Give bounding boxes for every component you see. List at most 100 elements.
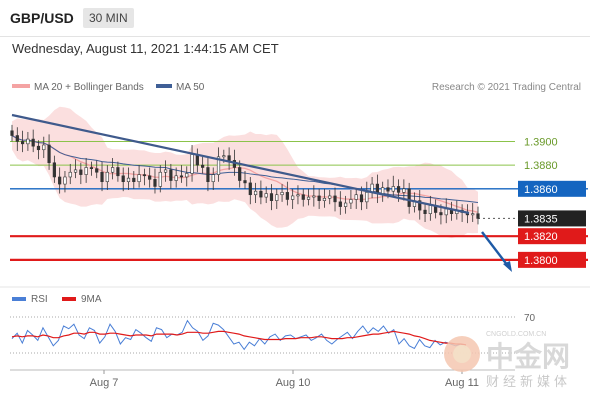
candle: [301, 188, 305, 207]
candle: [269, 184, 274, 211]
candle: [216, 147, 221, 182]
price-tag-1.3800: [518, 251, 586, 268]
candle: [42, 136, 46, 159]
candle: [52, 155, 56, 183]
price-label-1.3860: 1.3860: [524, 184, 558, 196]
candle: [20, 130, 25, 153]
candle: [179, 165, 184, 183]
watermark: 中金网 财经新媒体 CNGOLD.COM.CN: [444, 331, 570, 389]
candle: [201, 156, 205, 174]
candle: [126, 167, 131, 190]
ma50-legend-swatch: [156, 84, 172, 88]
candle: [100, 161, 104, 192]
chart-header: GBP/USD 30 MIN: [0, 0, 590, 37]
candle: [349, 190, 353, 209]
candle: [47, 134, 51, 170]
candle: [402, 179, 406, 201]
price-tag-1.3835: [518, 210, 586, 227]
candle: [148, 167, 152, 188]
x-tick-label: Aug 10: [276, 377, 311, 389]
rsi-ma-line: [11, 330, 467, 346]
candle: [84, 158, 88, 183]
datetime-label: Wednesday, August 11, 2021 1:44:15 AM CE…: [12, 41, 279, 56]
price-label-1.3820: 1.3820: [524, 231, 558, 243]
candle: [333, 187, 337, 212]
ma50-legend-label: MA 50: [176, 82, 205, 93]
candle: [153, 168, 157, 194]
candle: [111, 158, 115, 180]
symbol-label: GBP/USD: [10, 10, 74, 26]
candle: [418, 190, 422, 220]
price-label-1.3900: 1.3900: [524, 136, 558, 148]
candle: [68, 163, 72, 185]
candle: [142, 168, 146, 186]
candle: [248, 176, 252, 205]
candle: [264, 186, 268, 204]
candle: [163, 160, 168, 182]
watermark-domain: CNGOLD.COM.CN: [486, 331, 546, 338]
candle: [73, 159, 78, 179]
price-tag-1.3860: [518, 180, 586, 197]
timeframe-button[interactable]: 30 MIN: [83, 8, 134, 28]
candle: [354, 188, 358, 209]
rsi-level-label: 70: [524, 313, 536, 324]
candle: [312, 185, 316, 207]
rsi-legend-label: RSI: [31, 294, 48, 305]
candle: [243, 171, 247, 189]
candle: [169, 163, 173, 189]
bollinger-legend-label: MA 20 + Bollinger Bands: [34, 82, 144, 93]
candle: [105, 165, 109, 190]
candle: [259, 180, 263, 205]
candle: [174, 167, 178, 188]
candle: [89, 161, 94, 176]
candle: [296, 185, 300, 205]
candle: [407, 182, 411, 214]
candle: [132, 171, 136, 189]
candle: [328, 190, 332, 205]
candle: [206, 156, 210, 192]
credit-text: Research © 2021 Trading Central: [432, 82, 581, 93]
candle: [15, 127, 19, 151]
price-label-1.3880: 1.3880: [524, 160, 558, 172]
candle: [317, 188, 321, 209]
candle: [423, 203, 427, 222]
watermark-main: 中金网: [486, 340, 570, 372]
candle: [137, 165, 141, 188]
candle: [227, 147, 231, 170]
candle: [275, 188, 279, 209]
forecast-arrow-head: [503, 261, 512, 272]
price-label-1.3800: 1.3800: [524, 255, 558, 267]
candle: [116, 161, 120, 182]
candle: [306, 188, 311, 206]
price-tag-1.3820: [518, 228, 586, 245]
candle: [322, 188, 327, 208]
candle: [344, 195, 348, 214]
candle: [26, 131, 30, 151]
trend-line: [11, 113, 470, 215]
x-tick-label: Aug 11: [445, 377, 479, 389]
bollinger-legend-swatch: [12, 84, 30, 88]
candle: [280, 184, 284, 202]
candle: [365, 181, 369, 209]
candle: [285, 181, 289, 206]
x-tick-label: Aug 7: [90, 377, 119, 389]
rsi-line: [11, 319, 467, 351]
candle: [36, 140, 41, 160]
candle: [253, 182, 258, 204]
price-label-1.3835: 1.3835: [524, 213, 558, 225]
rsi-ma-legend-label: 9MA: [81, 294, 102, 305]
candle: [471, 203, 475, 222]
candle: [79, 162, 83, 185]
candle: [185, 166, 189, 187]
candle: [63, 171, 67, 193]
candle: [158, 165, 162, 193]
rsi-ma-legend-swatch: [62, 297, 76, 301]
candle: [58, 167, 62, 194]
candle: [476, 206, 480, 225]
candle: [95, 160, 99, 179]
candle: [121, 167, 125, 192]
candle: [31, 129, 35, 153]
candle: [338, 191, 342, 215]
ma20-line: [11, 134, 479, 214]
